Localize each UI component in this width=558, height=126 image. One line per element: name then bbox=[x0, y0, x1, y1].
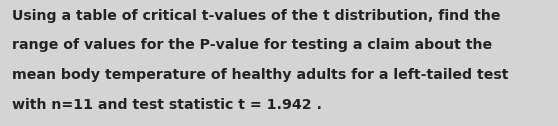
Text: range of values for the P-value for testing a claim about the: range of values for the P-value for test… bbox=[12, 38, 492, 52]
Text: with n=11 and test statistic t = 1.942 .: with n=11 and test statistic t = 1.942 . bbox=[12, 98, 323, 112]
Text: Using a table of critical t-values of the t​ distribution, find the: Using a table of critical t-values of th… bbox=[12, 9, 501, 23]
Text: mean body temperature of healthy adults for a​ left-tailed test: mean body temperature of healthy adults … bbox=[12, 68, 509, 82]
